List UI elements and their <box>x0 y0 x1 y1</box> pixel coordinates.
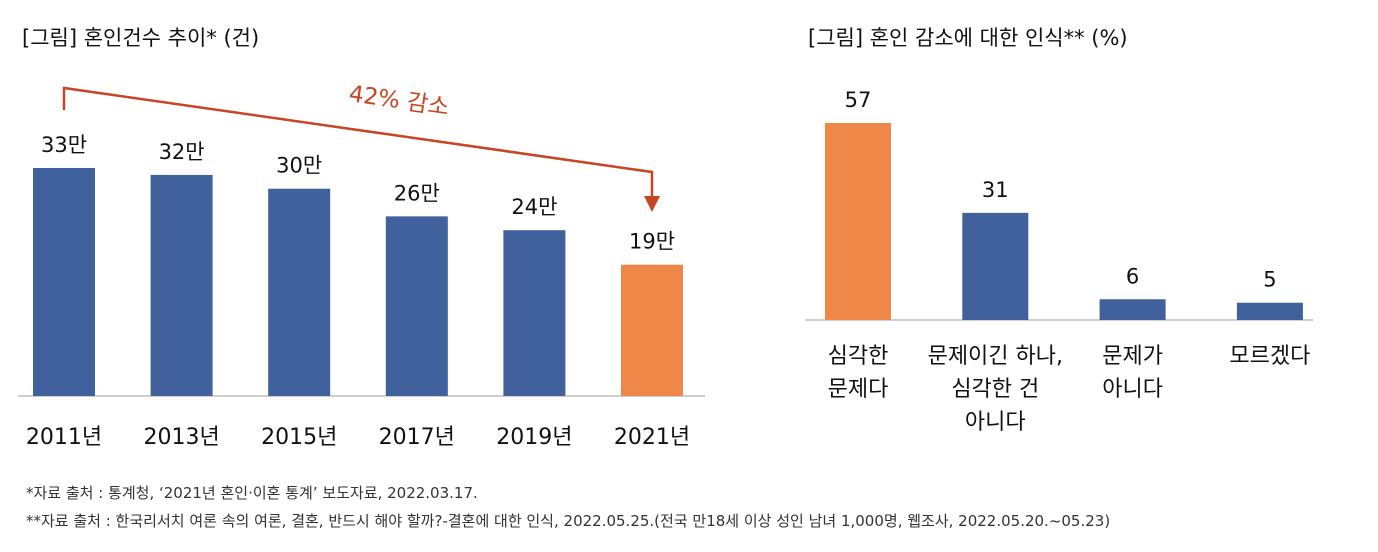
right-bar-0 <box>825 123 891 320</box>
left-bar-0 <box>33 168 95 396</box>
annotation-label: 42% 감소 <box>347 81 450 121</box>
right-bar-1 <box>962 212 1029 320</box>
right-category-label-0-line-0: 심각한 <box>828 344 889 369</box>
left-value-label-5: 19만 <box>629 230 675 254</box>
right-value-label-2: 6 <box>1126 264 1139 288</box>
left-value-label-3: 26만 <box>394 181 440 205</box>
right-category-label-2-line-1: 아니다 <box>1102 377 1163 402</box>
right-category-label-1-line-2: 아니다 <box>965 410 1026 435</box>
right-value-label-1: 31 <box>982 178 1009 202</box>
annotation-arrow-line <box>62 86 654 196</box>
left-category-label-2: 2015년 <box>261 425 337 450</box>
right-category-label-1-line-1: 심각한 건 <box>951 377 1039 402</box>
annotation-arrowhead <box>644 196 660 212</box>
left-category-label-3: 2017년 <box>379 425 455 450</box>
left-value-label-4: 24만 <box>511 195 557 219</box>
right-category-label-0-line-1: 문제다 <box>828 377 889 402</box>
left-value-label-1: 32만 <box>159 140 205 164</box>
right-category-label-1-line-0: 문제이긴 하나, <box>928 344 1063 369</box>
left-category-label-4: 2019년 <box>496 425 572 450</box>
right-category-label-2-line-0: 문제가 <box>1102 344 1163 369</box>
left-value-label-2: 30만 <box>276 154 322 178</box>
source-note-1: *자료 출처 : 통계청, ‘2021년 혼인·이혼 통계’ 보도자료, 202… <box>26 484 478 502</box>
left-chart-title: [그림] 혼인건수 추이* (건) <box>22 26 260 50</box>
right-value-label-0: 57 <box>845 88 872 112</box>
left-bar-5 <box>621 264 683 396</box>
right-value-label-3: 5 <box>1263 268 1276 292</box>
left-category-label-0: 2011년 <box>26 425 102 450</box>
right-category-label-3-line-0: 모르겠다 <box>1229 344 1310 369</box>
left-value-label-0: 33만 <box>41 133 87 157</box>
right-chart-title: [그림] 혼인 감소에 대한 인식** (%) <box>808 26 1128 50</box>
left-category-label-1: 2013년 <box>143 425 219 450</box>
left-bar-2 <box>268 188 331 396</box>
source-note-2: **자료 출처 : 한국리서치 여론 속의 여론, 결혼, 반드시 해야 할까?… <box>26 512 1111 530</box>
left-bar-3 <box>385 216 448 396</box>
left-bar-4 <box>503 230 566 396</box>
right-bar-3 <box>1236 302 1303 320</box>
right-bar-2 <box>1099 299 1166 320</box>
left-category-label-5: 2021년 <box>614 425 690 450</box>
left-bar-1 <box>150 174 213 396</box>
